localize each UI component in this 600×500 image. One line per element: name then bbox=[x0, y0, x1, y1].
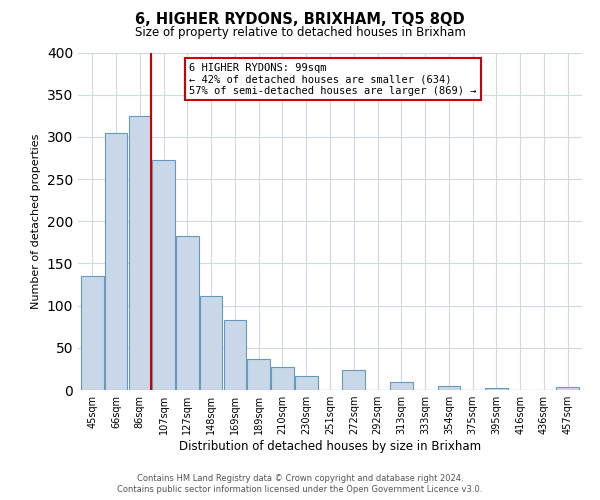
Bar bbox=[295, 376, 317, 390]
Text: 6 HIGHER RYDONS: 99sqm
← 42% of detached houses are smaller (634)
57% of semi-de: 6 HIGHER RYDONS: 99sqm ← 42% of detached… bbox=[189, 62, 476, 96]
Text: 6, HIGHER RYDONS, BRIXHAM, TQ5 8QD: 6, HIGHER RYDONS, BRIXHAM, TQ5 8QD bbox=[135, 12, 465, 28]
Bar bbox=[81, 276, 104, 390]
Bar bbox=[176, 236, 199, 390]
Bar bbox=[556, 388, 579, 390]
Bar bbox=[224, 320, 246, 390]
Bar bbox=[247, 359, 270, 390]
Bar bbox=[390, 382, 413, 390]
Bar bbox=[437, 386, 460, 390]
Bar bbox=[485, 388, 508, 390]
Bar bbox=[271, 367, 294, 390]
Y-axis label: Number of detached properties: Number of detached properties bbox=[31, 134, 41, 309]
Bar bbox=[343, 370, 365, 390]
Bar bbox=[128, 116, 151, 390]
Text: Contains HM Land Registry data © Crown copyright and database right 2024.
Contai: Contains HM Land Registry data © Crown c… bbox=[118, 474, 482, 494]
Bar bbox=[200, 296, 223, 390]
X-axis label: Distribution of detached houses by size in Brixham: Distribution of detached houses by size … bbox=[179, 440, 481, 453]
Bar bbox=[105, 132, 127, 390]
Text: Size of property relative to detached houses in Brixham: Size of property relative to detached ho… bbox=[134, 26, 466, 39]
Bar bbox=[152, 160, 175, 390]
